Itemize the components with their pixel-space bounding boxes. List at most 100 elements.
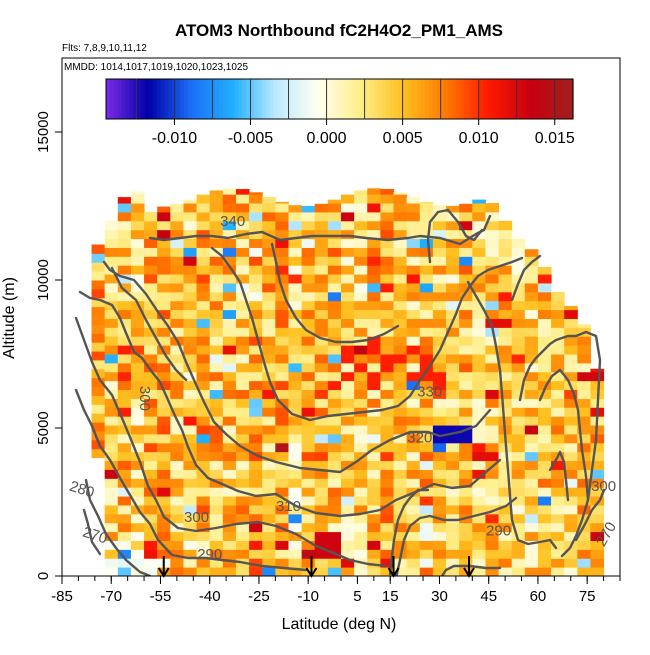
heatmap-cell (249, 522, 263, 533)
heatmap-cell (380, 282, 395, 293)
heatmap-cell (472, 362, 486, 373)
heatmap-cell (249, 194, 263, 204)
heatmap-cell (419, 540, 434, 550)
heatmap-cell (157, 549, 171, 559)
heatmap-cell (209, 309, 224, 319)
heatmap-cell (104, 345, 119, 355)
heatmap-cell (196, 549, 211, 559)
heatmap-cell (235, 540, 250, 550)
colorbar-cell (358, 79, 364, 119)
heatmap-cell (498, 247, 513, 257)
heatmap-cell (301, 238, 316, 248)
heatmap-cell (537, 469, 552, 479)
heatmap-cell (130, 442, 145, 453)
heatmap-cell (393, 389, 408, 399)
colorbar-cell (141, 79, 146, 119)
heatmap-cell (235, 274, 250, 284)
heatmap-cell (157, 291, 171, 302)
heatmap-cell (301, 309, 316, 319)
heatmap-cell (130, 522, 145, 533)
heatmap-cell (157, 211, 171, 222)
heatmap-cell (157, 354, 171, 364)
heatmap-cell (511, 522, 526, 533)
heatmap-cell (498, 274, 513, 284)
heatmap-cell (354, 433, 368, 444)
heatmap-cell (393, 371, 408, 382)
colorbar-cell (495, 79, 500, 119)
heatmap-cell (117, 487, 132, 497)
heatmap-cell (288, 229, 303, 240)
heatmap-cell (262, 504, 276, 515)
heatmap-cell (262, 496, 276, 506)
heatmap-cell (406, 211, 421, 222)
heatmap-cell (524, 380, 539, 391)
heatmap-cell (459, 265, 473, 275)
heatmap-cell (314, 309, 329, 319)
heatmap-cell (551, 460, 565, 470)
heatmap-cell (117, 309, 132, 319)
heatmap-cell (183, 442, 198, 453)
heatmap-cell (314, 389, 329, 399)
heatmap-cell (367, 460, 381, 470)
heatmap-cell (577, 496, 591, 506)
heatmap-cell (275, 201, 289, 204)
heatmap-cell (432, 433, 447, 444)
heatmap-cell (222, 389, 237, 399)
heatmap-cell (262, 282, 276, 293)
heatmap-cell (524, 371, 539, 382)
heatmap-cell (288, 540, 303, 550)
contour-line (466, 280, 558, 550)
heatmap-cell (498, 487, 513, 497)
heatmap-cell (551, 513, 565, 524)
heatmap-cell (222, 416, 237, 426)
heatmap-cell (314, 540, 329, 550)
heatmap-cell (341, 354, 355, 364)
heatmap-cell (393, 442, 408, 453)
heatmap-cell (222, 496, 237, 506)
heatmap-cell (275, 229, 289, 240)
heatmap-cell (459, 203, 473, 213)
heatmap-cell (275, 451, 289, 462)
heatmap-cell (472, 380, 486, 391)
heatmap-cell (209, 469, 224, 479)
heatmap-cell (524, 336, 539, 346)
heatmap-cell (222, 451, 237, 462)
heatmap-cell (341, 451, 355, 462)
heatmap-cell (170, 380, 184, 391)
heatmap-cell (354, 220, 368, 231)
heatmap-cell (104, 567, 119, 576)
heatmap-cell (170, 451, 184, 462)
heatmap-cell (380, 318, 395, 328)
heatmap-cell (170, 540, 184, 550)
heatmap-cell (249, 282, 263, 293)
heatmap-cell (196, 478, 211, 488)
heatmap-cell (577, 478, 591, 488)
heatmap-cell (524, 469, 539, 479)
colorbar-cell (125, 79, 130, 119)
heatmap-cell (104, 274, 119, 284)
heatmap-cell (393, 451, 408, 462)
heatmap-cell (117, 265, 132, 275)
heatmap-cell (393, 282, 408, 293)
colorbar-cell (475, 79, 481, 119)
heatmap-cell (183, 469, 198, 479)
heatmap-cell (170, 496, 184, 506)
heatmap-cell (564, 442, 578, 453)
heatmap-cell (432, 220, 447, 231)
heatmap-cell (117, 203, 132, 213)
heatmap-cell (183, 203, 198, 213)
heatmap-cell (235, 389, 250, 399)
heatmap-cell (354, 354, 368, 364)
heatmap-cell (393, 203, 408, 213)
heatmap-cell (117, 256, 132, 266)
heatmap-cell (393, 300, 408, 311)
colorbar-cell (222, 79, 228, 119)
heatmap-cell (249, 389, 263, 399)
heatmap-cell (485, 345, 500, 355)
heatmap-cell (577, 345, 591, 355)
heatmap-cell (196, 451, 211, 462)
heatmap-cell (537, 549, 552, 559)
heatmap-cell (144, 460, 158, 470)
heatmap-cell (472, 211, 486, 222)
